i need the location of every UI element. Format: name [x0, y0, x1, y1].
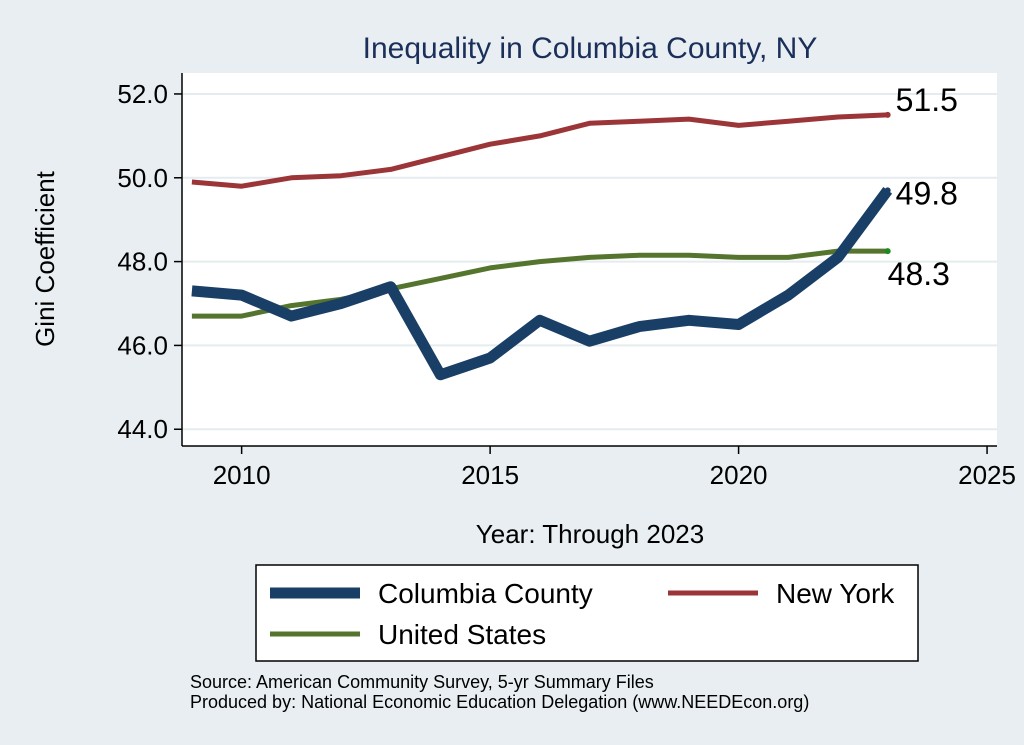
x-axis-title: Year: Through 2023 [476, 519, 704, 549]
series-layer [191, 111, 893, 381]
source-line-1: Source: American Community Survey, 5-yr … [190, 672, 654, 692]
axes-layer: 44.0 46.0 48.0 50.0 52.0 2010 2015 2020 2025 [117, 73, 1016, 490]
chart-title: Inequality in Columbia County, NY [363, 32, 818, 65]
end-label-layer: 49.8 51.5 48.3 [888, 82, 958, 292]
end-label-columbia-county: 49.8 [896, 175, 958, 211]
y-tick-label: 50.0 [117, 163, 168, 193]
legend: Columbia County New York United States [255, 564, 919, 662]
y-tick-label: 48.0 [117, 247, 168, 277]
x-tick-label: 2020 [710, 460, 768, 490]
end-label-united-states: 48.3 [888, 256, 950, 292]
legend-label-columbia-county: Columbia County [378, 578, 593, 609]
legend-label-new-york: New York [776, 578, 895, 609]
series-line-new-york [191, 112, 888, 189]
data-point-columbia-county [884, 187, 891, 194]
y-tick-label: 44.0 [117, 414, 168, 444]
y-tick-label: 52.0 [117, 79, 168, 109]
legend-label-united-states: United States [378, 619, 546, 650]
x-tick-label: 2025 [958, 460, 1016, 490]
series-line-columbia-county [191, 187, 893, 381]
end-label-new-york: 51.5 [896, 82, 958, 118]
x-tick-label: 2015 [461, 460, 519, 490]
y-axis-title: Gini Coefficient [30, 170, 60, 347]
data-point-new-york [884, 111, 891, 118]
data-point-united-states [884, 248, 891, 255]
source-line-2: Produced by: National Economic Education… [190, 692, 809, 712]
y-tick-label: 46.0 [117, 330, 168, 360]
x-tick-label: 2010 [213, 460, 271, 490]
legend-box [255, 564, 919, 662]
